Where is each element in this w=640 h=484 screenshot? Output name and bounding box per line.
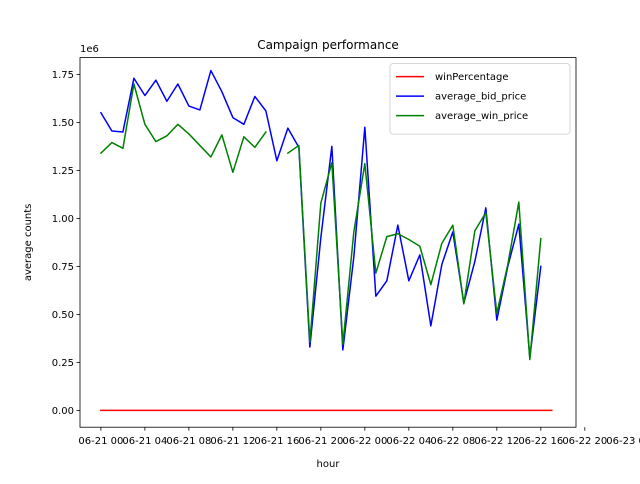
x-tick-label: 06-22 04 <box>386 436 431 447</box>
x-tick-label: 06-21 04 <box>122 436 167 447</box>
y-tick-label: 1.00 <box>52 214 74 225</box>
y-tick-label: 1.25 <box>52 166 74 177</box>
x-axis-label: hour <box>317 459 341 470</box>
y-offset-label: 1e6 <box>80 44 99 55</box>
x-tick-label: 06-22 12 <box>474 436 519 447</box>
legend-label: average_win_price <box>435 111 528 122</box>
legend: winPercentage average_bid_price average_wi… <box>389 63 571 135</box>
y-tick-label: 1.75 <box>52 70 74 81</box>
y-tick-label: 1.50 <box>52 118 74 129</box>
y-axis: 0.00 0.25 0.50 0.75 1.00 1.25 1.50 1.75 <box>52 70 80 417</box>
legend-label: winPercentage <box>435 72 509 83</box>
legend-label: average_bid_price <box>435 92 526 103</box>
x-tick-label: 06-22 20 <box>562 436 607 447</box>
x-tick-label: 06-21 08 <box>166 436 211 447</box>
x-tick-label: 06-22 16 <box>518 436 563 447</box>
legend-frame <box>389 63 571 135</box>
x-tick-label: 06-22 08 <box>430 436 475 447</box>
y-tick-label: 0.50 <box>52 310 74 321</box>
series-line-average-win-price-segment-1 <box>99 83 267 174</box>
plot-frame <box>79 57 577 428</box>
x-tick-label: 06-22 00 <box>342 436 387 447</box>
series-line-average-bid-price <box>99 69 542 359</box>
y-tick-label: 0.75 <box>52 262 74 273</box>
x-tick-label: 06-21 12 <box>210 436 255 447</box>
x-tick-label: 06-21 20 <box>298 436 343 447</box>
series-layer <box>99 69 553 412</box>
x-tick-label: 06-21 00 <box>78 436 123 447</box>
x-axis: 06-21 00 06-21 04 06-21 08 06-21 12 06-21 16… <box>78 427 640 447</box>
y-tick-label: 0.00 <box>52 406 74 417</box>
x-tick-label: 06-21 16 <box>254 436 299 447</box>
chart-title: Campaign performance <box>257 38 399 52</box>
y-tick-label: 0.25 <box>52 358 74 369</box>
series-line-average-win-price-segment-2 <box>286 144 542 361</box>
y-axis-label: average counts <box>23 204 34 282</box>
x-tick-label: 06-23 00 <box>606 436 640 447</box>
